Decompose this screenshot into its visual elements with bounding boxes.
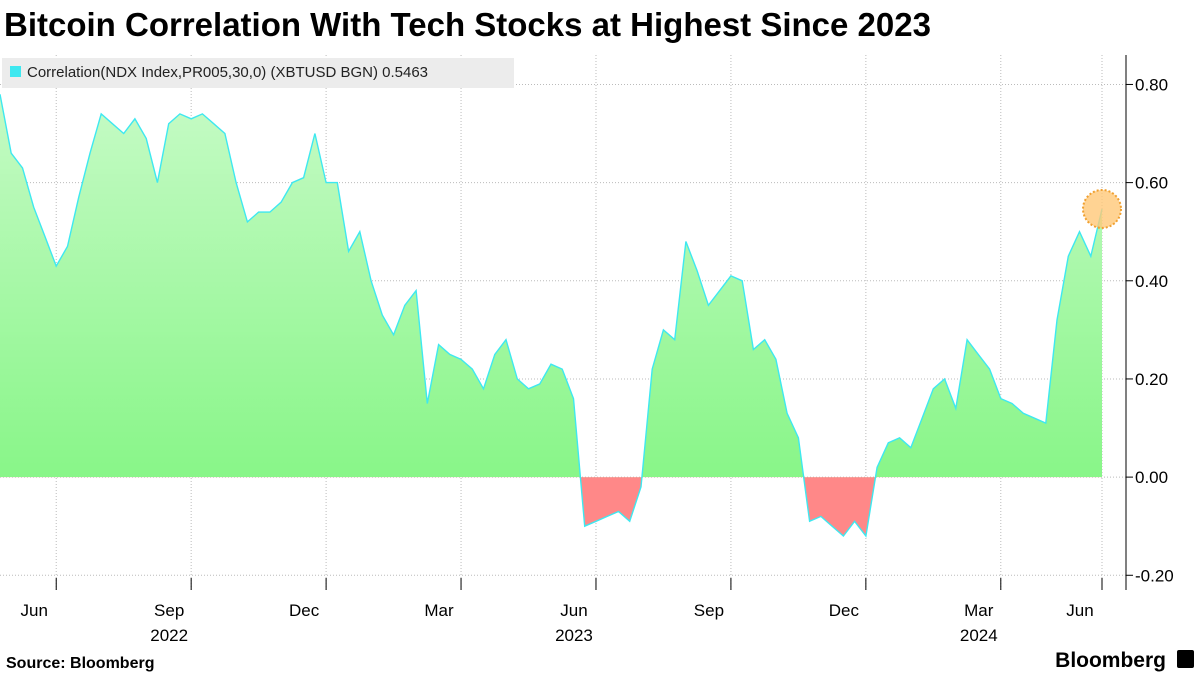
x-tick-label: Dec (289, 601, 320, 620)
x-year-label: 2024 (960, 626, 998, 645)
y-tick-label: 0.40 (1135, 272, 1168, 291)
x-tick-label: Mar (424, 601, 454, 620)
y-tick-label: 0.60 (1135, 174, 1168, 193)
y-tick-label: 0.00 (1135, 468, 1168, 487)
plot: 0.80 0.60 0.40 0.20 0.00 -0.20 Jun Sep 2022 Dec Ma… (0, 55, 1174, 645)
y-tick-label: -0.20 (1135, 566, 1174, 585)
brand-icon (1177, 650, 1194, 668)
x-tick-label: Sep (154, 601, 184, 620)
chart-title: Bitcoin Correlation With Tech Stocks at … (4, 6, 931, 43)
legend-label: Correlation(NDX Index,PR005,30,0) (XBTUS… (27, 64, 428, 81)
x-tick-label: Jun (560, 601, 587, 620)
legend-swatch (10, 66, 21, 77)
line (0, 94, 1103, 538)
brand: Bloomberg (1055, 649, 1166, 672)
legend-box (2, 58, 514, 88)
x-tick-label: Dec (829, 601, 860, 620)
area-negative (580, 477, 876, 536)
y-tick-label: 0.80 (1135, 75, 1168, 94)
x-tick-label: Jun (21, 601, 48, 620)
source: Source: Bloomberg (6, 655, 154, 672)
x-tick-label: Jun (1066, 601, 1093, 620)
x-year-label: 2023 (555, 626, 593, 645)
area-positive-shade (0, 94, 1102, 478)
x-tick-label: Mar (964, 601, 994, 620)
y-tick-label: 0.20 (1135, 370, 1168, 389)
x-year-label: 2022 (150, 626, 188, 645)
highlight-last (1082, 188, 1122, 229)
x-tick-label: Sep (694, 601, 724, 620)
